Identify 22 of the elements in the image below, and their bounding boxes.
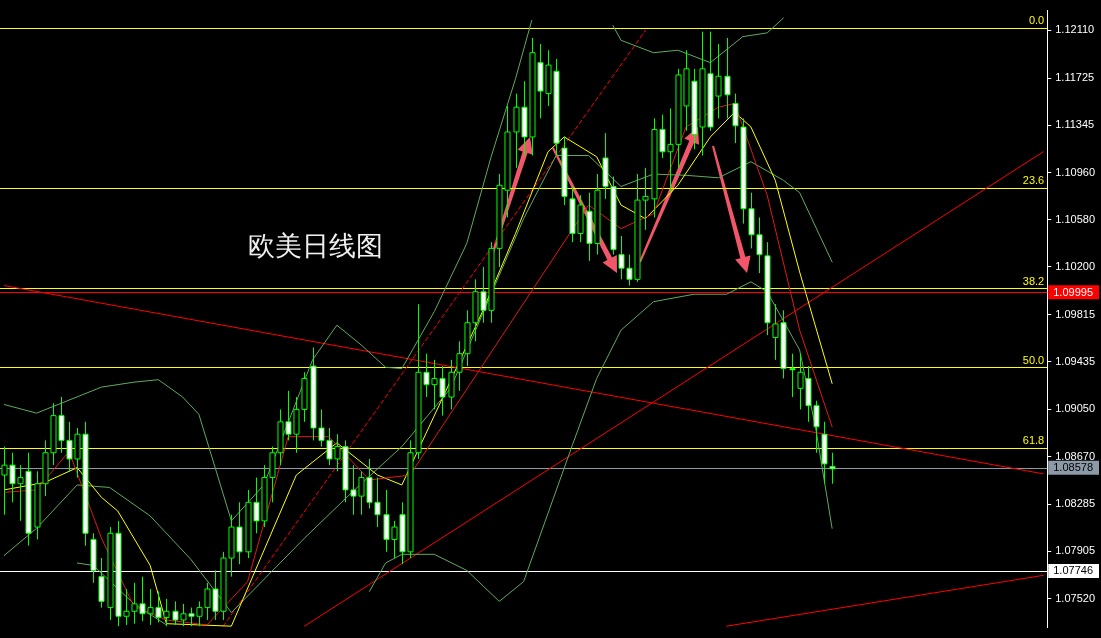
y-tick-label: 1.07905 bbox=[1055, 544, 1095, 557]
y-tick-label: 1.09815 bbox=[1055, 307, 1095, 320]
y-tick-label: 1.07520 bbox=[1055, 591, 1095, 604]
y-tick-label: 1.11345 bbox=[1055, 118, 1095, 131]
ref-line-label: 1.08578 bbox=[1053, 461, 1093, 474]
y-tick-label: 1.10960 bbox=[1055, 165, 1095, 178]
y-tick-label: 1.08285 bbox=[1055, 497, 1095, 510]
annotation: 欧美日线图 bbox=[248, 229, 383, 263]
y-tick-label: 1.09050 bbox=[1055, 402, 1095, 415]
y-tick-label: 1.11725 bbox=[1055, 71, 1095, 84]
annotation: 38.2 bbox=[1022, 274, 1045, 287]
y-tick-label: 1.08670 bbox=[1055, 449, 1095, 462]
ref-line-label: 1.09995 bbox=[1053, 285, 1093, 298]
annotation: 61.8 bbox=[1022, 434, 1045, 447]
y-tick-label: 1.12110 bbox=[1055, 23, 1095, 36]
annotation: 23.6 bbox=[1022, 174, 1045, 187]
annotation: 50.0 bbox=[1022, 353, 1045, 366]
y-tick-label: 1.09435 bbox=[1055, 354, 1095, 367]
y-tick-label: 1.10200 bbox=[1055, 260, 1095, 273]
annotation: 0.0 bbox=[1028, 14, 1045, 27]
y-tick-label: 1.10580 bbox=[1055, 212, 1095, 225]
ref-line-label: 1.07746 bbox=[1053, 564, 1093, 577]
